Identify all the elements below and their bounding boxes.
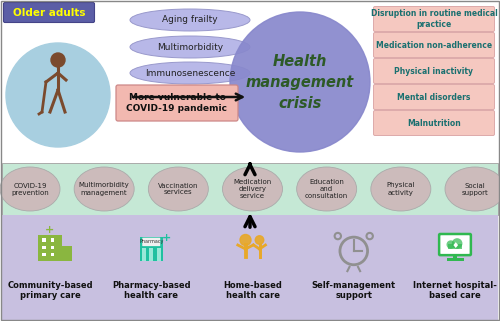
Circle shape <box>51 53 65 67</box>
Text: Multimorbidity: Multimorbidity <box>157 42 223 51</box>
FancyBboxPatch shape <box>4 3 94 22</box>
Text: Older adults: Older adults <box>13 7 85 18</box>
Ellipse shape <box>222 167 282 211</box>
Bar <box>2 163 498 215</box>
Bar <box>149 248 154 261</box>
FancyBboxPatch shape <box>374 84 494 109</box>
Bar <box>42 238 46 241</box>
Text: Physical
activity: Physical activity <box>386 183 415 195</box>
Bar <box>38 235 62 261</box>
Bar <box>2 215 498 321</box>
Circle shape <box>6 43 110 147</box>
Text: Pharmacy: Pharmacy <box>139 239 164 244</box>
Ellipse shape <box>0 167 60 211</box>
FancyBboxPatch shape <box>374 110 494 135</box>
Bar <box>446 258 464 261</box>
Bar <box>50 238 54 241</box>
Circle shape <box>446 240 455 249</box>
Text: Vaccination
services: Vaccination services <box>158 183 198 195</box>
Text: +: + <box>46 225 54 235</box>
Text: More vulnerable to
COVID-19 pandemic: More vulnerable to COVID-19 pandemic <box>126 93 228 113</box>
Circle shape <box>452 238 462 249</box>
Ellipse shape <box>130 9 250 31</box>
Text: Pharmacy-based
health care: Pharmacy-based health care <box>112 281 190 300</box>
Text: Education
and
consultation: Education and consultation <box>305 179 348 199</box>
Bar <box>156 248 161 261</box>
Text: Social
support: Social support <box>462 183 488 195</box>
Bar <box>448 244 462 249</box>
Ellipse shape <box>130 36 250 58</box>
Bar <box>140 237 163 261</box>
Ellipse shape <box>371 167 431 211</box>
FancyBboxPatch shape <box>439 234 471 255</box>
Text: Multimorbidity
management: Multimorbidity management <box>79 183 130 195</box>
FancyBboxPatch shape <box>142 238 160 246</box>
FancyBboxPatch shape <box>374 58 494 83</box>
Text: Health
management
crisis: Health management crisis <box>246 54 354 110</box>
Bar <box>42 246 46 249</box>
Text: Immunosenescence: Immunosenescence <box>145 68 235 77</box>
Ellipse shape <box>445 167 500 211</box>
FancyBboxPatch shape <box>116 85 238 121</box>
Bar <box>0 0 500 163</box>
FancyBboxPatch shape <box>374 6 494 31</box>
Text: ♦: ♦ <box>451 241 459 250</box>
Text: Disruption in routine medical
practice: Disruption in routine medical practice <box>370 9 498 29</box>
Ellipse shape <box>130 62 250 84</box>
Circle shape <box>256 236 264 244</box>
FancyBboxPatch shape <box>374 32 494 57</box>
Bar <box>42 253 46 256</box>
Text: Medication non-adherence: Medication non-adherence <box>376 40 492 49</box>
Text: Home-based
health care: Home-based health care <box>223 281 282 300</box>
Ellipse shape <box>296 167 356 211</box>
Circle shape <box>230 12 370 152</box>
Text: Self-management
support: Self-management support <box>312 281 396 300</box>
Bar <box>453 254 457 258</box>
Text: Aging frailty: Aging frailty <box>162 15 218 24</box>
Bar <box>50 253 54 256</box>
Text: Community-based
primary care: Community-based primary care <box>7 281 93 300</box>
Text: Internet hospital-
based care: Internet hospital- based care <box>413 281 497 300</box>
Text: Malnutrition: Malnutrition <box>407 118 461 127</box>
Text: Mental disorders: Mental disorders <box>398 92 470 101</box>
Text: Physical inactivity: Physical inactivity <box>394 66 473 75</box>
Ellipse shape <box>74 167 134 211</box>
Bar <box>62 246 72 261</box>
Text: Medication
delivery
service: Medication delivery service <box>234 179 272 199</box>
Text: COVID-19
prevention: COVID-19 prevention <box>11 183 49 195</box>
Text: +: + <box>162 233 171 243</box>
Bar <box>142 248 146 261</box>
Circle shape <box>240 235 251 246</box>
Ellipse shape <box>148 167 208 211</box>
Bar <box>50 246 54 249</box>
